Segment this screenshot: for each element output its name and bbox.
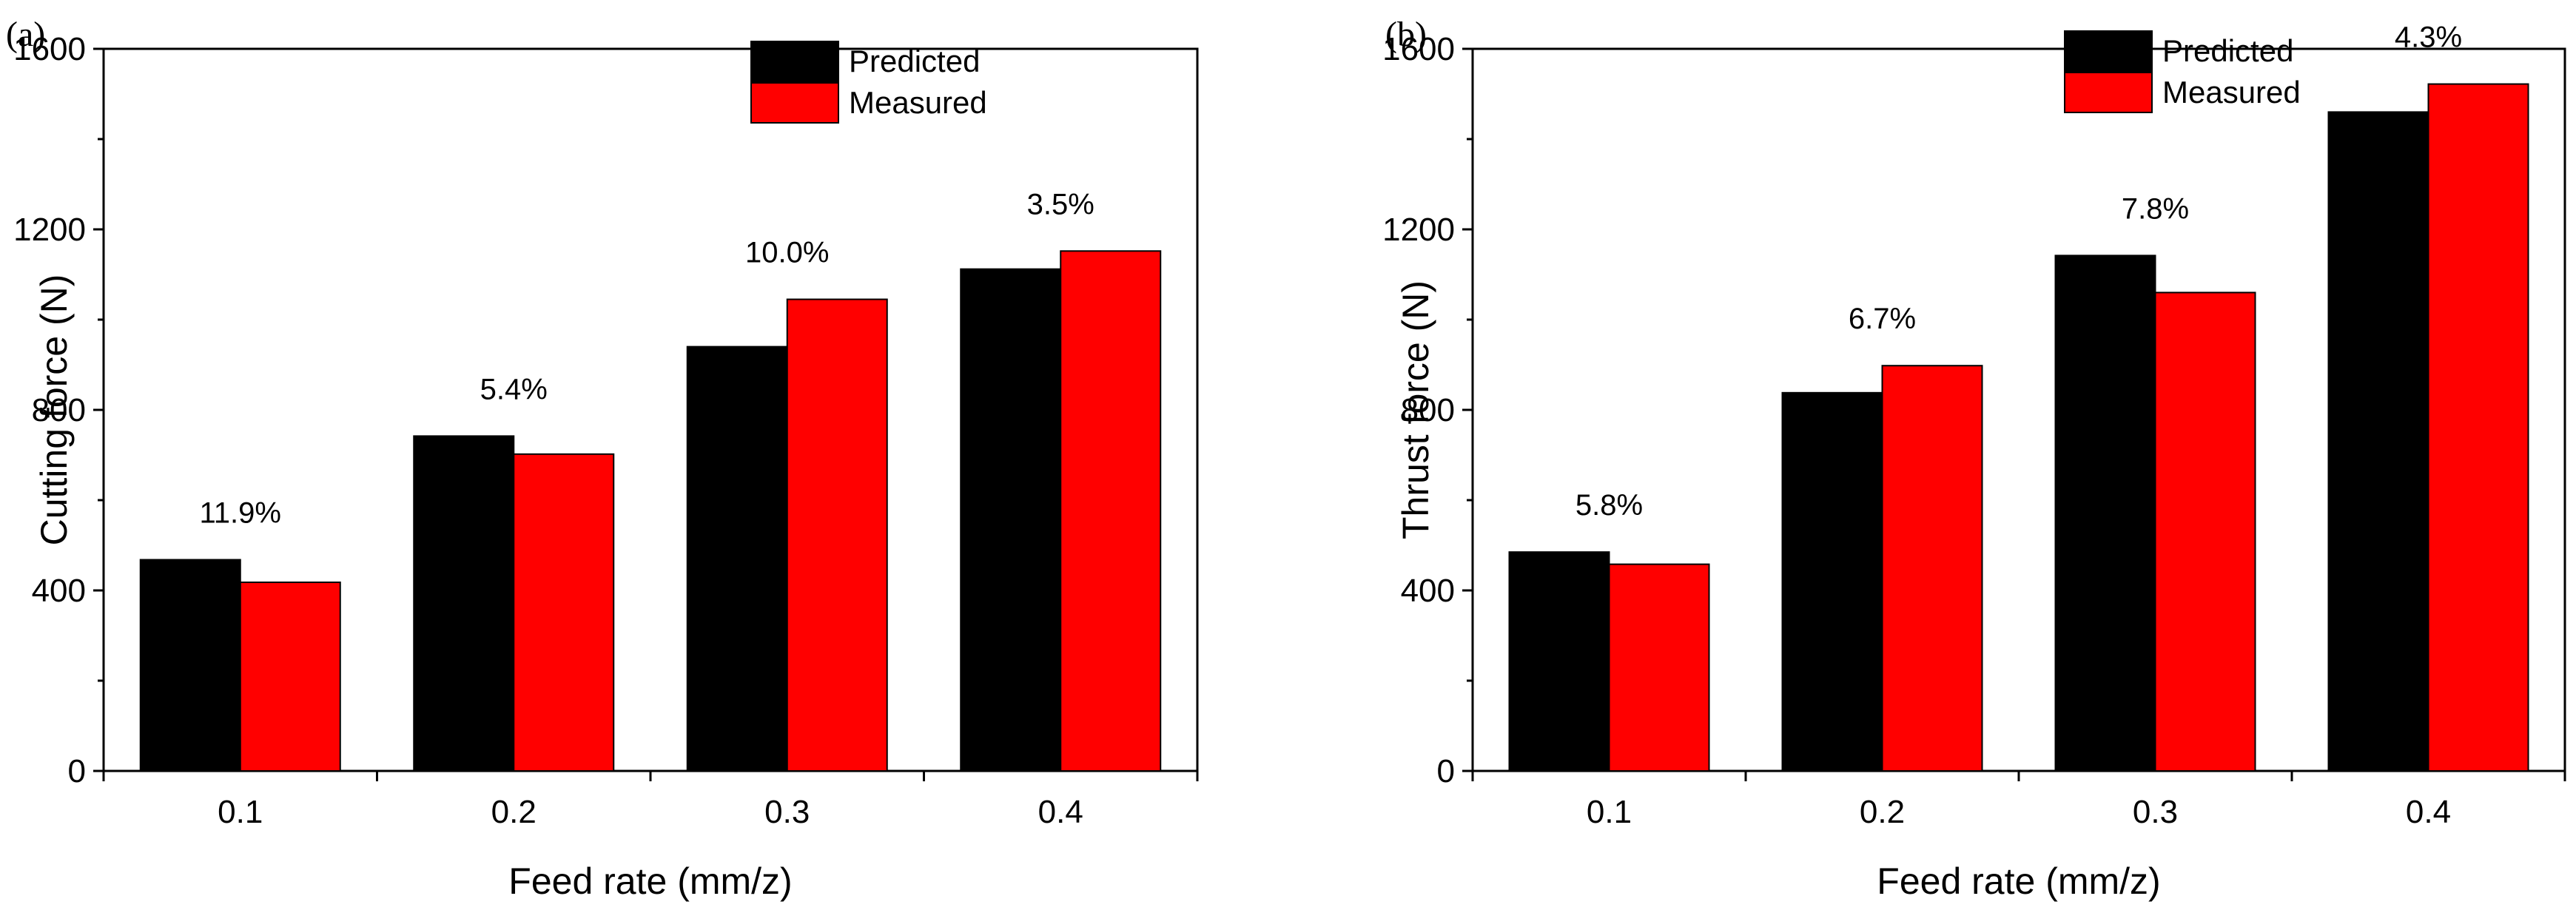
y-tick-label: 0 <box>1437 753 1455 789</box>
legend-label-predicted: Predicted <box>849 44 980 78</box>
x-tick-label: 0.4 <box>2406 794 2451 830</box>
legend-label-measured: Measured <box>849 85 987 120</box>
y-tick-label: 800 <box>32 392 86 428</box>
x-tick-label: 0.3 <box>2133 794 2178 830</box>
legend-swatch-predicted <box>2064 30 2153 72</box>
y-tick-label: 400 <box>1401 573 1455 609</box>
bar-measured-0.2 <box>513 453 615 772</box>
error-percent-label: 4.3% <box>2395 21 2462 54</box>
chart-cutting-force: (a) 0 400 800 1200 1600 0.1 11.9% 0.2 5.4% 0.3 10.0… <box>6 15 1199 902</box>
legend-swatch-measured <box>750 82 839 124</box>
bar-predicted-0.1 <box>139 559 241 772</box>
bar-predicted-0.3 <box>2054 255 2156 772</box>
bar-measured-0.3 <box>2154 292 2256 772</box>
bar-measured-0.1 <box>239 582 341 772</box>
bar-predicted-0.3 <box>686 346 788 772</box>
y-tick-label: 1600 <box>1382 31 1455 67</box>
error-percent-label: 7.8% <box>2122 192 2189 225</box>
y-tick-label: 800 <box>1401 392 1455 428</box>
bar-measured-0.2 <box>1881 365 1983 772</box>
legend-label-predicted: Predicted <box>2162 33 2293 68</box>
y-axis-title: Thrust force (N) <box>1395 280 1436 539</box>
x-tick-label: 0.1 <box>1587 794 1632 830</box>
x-tick-label: 0.2 <box>1860 794 1905 830</box>
y-tick-label: 0 <box>68 753 86 789</box>
bar-predicted-0.2 <box>1781 391 1883 772</box>
bar-predicted-0.4 <box>2327 111 2429 772</box>
chart-thrust-force: (b) 0 400 800 1200 1600 0.1 5.8% 0.2 6.7% 0.3 7.8% 0… <box>1382 15 2566 902</box>
panel-label: (a) <box>6 15 45 54</box>
y-tick-label: 400 <box>32 573 86 609</box>
x-axis-title: Feed rate (mm/z) <box>1877 860 2160 902</box>
error-percent-label: 11.9% <box>200 497 281 530</box>
x-tick-label: 0.2 <box>491 794 537 830</box>
bar-measured-0.3 <box>786 298 888 772</box>
x-tick-label: 0.3 <box>764 794 810 830</box>
legend-label-measured: Measured <box>2162 75 2301 110</box>
y-tick-label: 1200 <box>1382 212 1455 248</box>
bar-measured-0.4 <box>1060 250 1162 772</box>
bar-predicted-0.4 <box>960 268 1062 772</box>
x-tick-label: 0.1 <box>218 794 263 830</box>
x-tick-label: 0.4 <box>1038 794 1083 830</box>
bar-predicted-0.1 <box>1508 551 1610 772</box>
bar-predicted-0.2 <box>413 435 515 772</box>
x-axis-title: Feed rate (mm/z) <box>508 860 792 902</box>
error-percent-label: 5.8% <box>1575 489 1643 522</box>
error-percent-label: 6.7% <box>1849 303 1916 335</box>
y-axis-title: Cutting force (N) <box>33 274 75 546</box>
legend-swatch-measured <box>2064 72 2153 113</box>
error-percent-label: 10.0% <box>745 237 829 269</box>
bar-measured-0.1 <box>1608 563 1710 772</box>
y-tick-label: 1600 <box>13 31 86 67</box>
error-percent-label: 3.5% <box>1027 188 1094 220</box>
panel-label: (b) <box>1385 15 1427 54</box>
legend-swatch-predicted <box>750 41 839 82</box>
y-tick-label: 1200 <box>13 212 86 248</box>
bar-measured-0.4 <box>2427 83 2529 772</box>
error-percent-label: 5.4% <box>480 373 548 405</box>
